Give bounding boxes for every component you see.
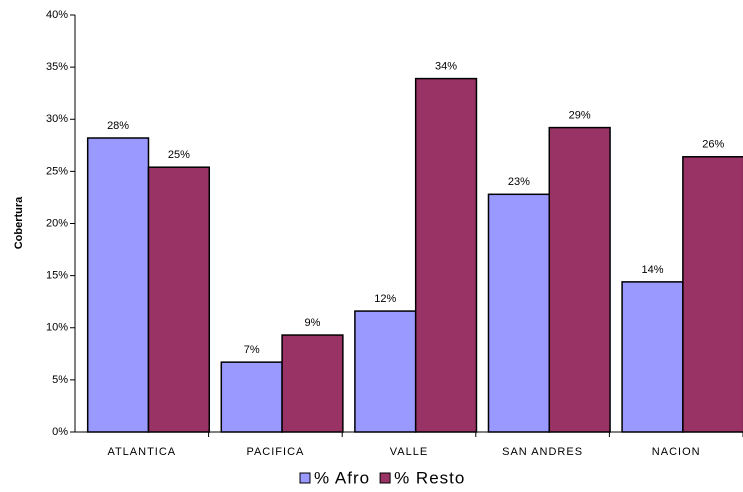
bar bbox=[621, 281, 684, 433]
x-tick-label: VALLE bbox=[390, 446, 428, 458]
legend-label: % Afro bbox=[314, 468, 370, 487]
data-label: 7% bbox=[244, 344, 260, 356]
bar bbox=[487, 193, 551, 433]
data-label: 14% bbox=[641, 264, 663, 276]
bar bbox=[220, 361, 283, 433]
data-label: 28% bbox=[107, 120, 129, 132]
x-tick-label: NACION bbox=[652, 446, 701, 458]
y-tick-label: 0% bbox=[52, 426, 68, 438]
bar bbox=[354, 310, 417, 433]
y-tick-label: 25% bbox=[46, 165, 68, 177]
x-tick-label: PACIFICA bbox=[246, 446, 304, 458]
y-tick-label: 35% bbox=[46, 61, 68, 73]
legend-label: % Resto bbox=[394, 468, 465, 487]
legend-swatch bbox=[379, 472, 391, 484]
y-tick-label: 40% bbox=[46, 9, 68, 21]
y-tick-label: 20% bbox=[46, 217, 68, 229]
bar bbox=[147, 166, 211, 433]
data-label: 26% bbox=[702, 139, 724, 151]
data-label: 25% bbox=[168, 149, 190, 161]
y-tick-label: 5% bbox=[52, 374, 68, 386]
y-tick-label: 30% bbox=[46, 113, 68, 125]
data-label: 34% bbox=[435, 60, 457, 72]
bar bbox=[548, 126, 611, 433]
y-tick-label: 10% bbox=[46, 322, 68, 334]
y-tick-label: 15% bbox=[46, 270, 68, 282]
x-tick-label: SAN ANDRES bbox=[502, 446, 583, 458]
legend-swatch bbox=[299, 472, 311, 484]
data-label: 9% bbox=[305, 317, 321, 329]
bar bbox=[682, 156, 743, 433]
data-label: 29% bbox=[569, 109, 591, 121]
data-label: 12% bbox=[374, 293, 396, 305]
bar bbox=[86, 137, 150, 433]
x-tick-label: ATLANTICA bbox=[107, 446, 176, 458]
data-label: 23% bbox=[508, 176, 530, 188]
bar bbox=[281, 334, 344, 433]
bar bbox=[414, 77, 478, 433]
y-axis-label: Cobertura bbox=[13, 196, 25, 249]
